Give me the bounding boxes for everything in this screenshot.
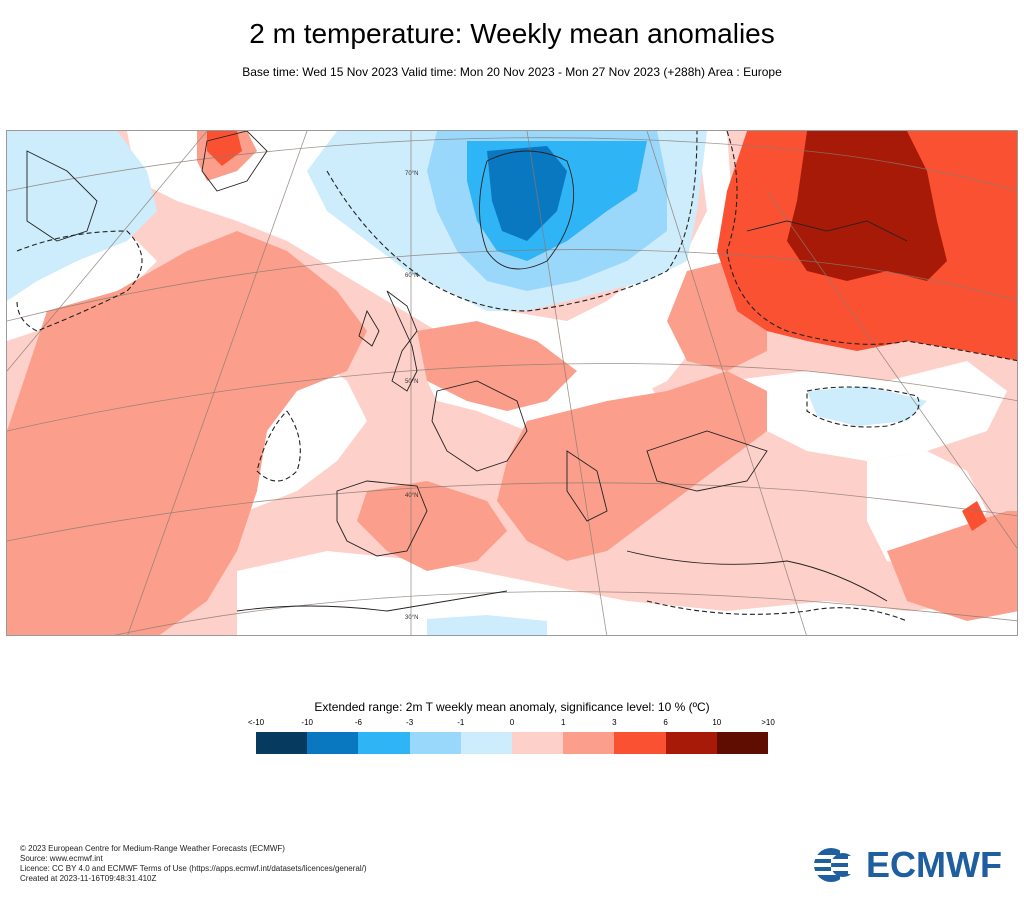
legend-tick-label: 6	[663, 718, 668, 727]
legend-tick-label: 1	[560, 718, 566, 727]
chart-title: 2 m temperature: Weekly mean anomalies	[249, 18, 775, 49]
footer-credits: © 2023 European Centre for Medium-Range …	[20, 844, 367, 884]
map-svg: 70°N 60°N 50°N 40°N 30°N	[7, 131, 1017, 635]
positive-anomaly-region-balkans-turkey	[497, 371, 767, 561]
significance-contours	[16, 131, 1017, 622]
legend-tick-labels: <-10 -10 -6 -3 -1 0 1 3 6 10 >10	[248, 718, 775, 730]
latitude-label-50n: 50°N	[405, 379, 418, 385]
anomaly-map: 70°N 60°N 50°N 40°N 30°N	[6, 130, 1018, 636]
legend-tick-label: -3	[406, 718, 414, 727]
negative-anomaly-region-morocco	[427, 615, 547, 635]
graticule	[7, 131, 1017, 635]
legend-tick-label: 3	[612, 718, 617, 727]
strong-positive-anomaly-region-iran	[962, 501, 987, 531]
legend-tick-label: -6	[354, 718, 362, 727]
legend-tick-label: 0	[509, 718, 515, 727]
legend-swatch	[460, 732, 513, 754]
copyright-text: © 2023 European Centre for Medium-Range …	[20, 844, 285, 853]
legend-swatch	[716, 732, 769, 754]
legend-swatch	[614, 732, 666, 754]
ecmwf-logo-icon	[814, 846, 860, 884]
positive-anomaly-region-iberia	[357, 481, 507, 571]
legend-tick-label: 10	[712, 718, 722, 727]
legend-color-bar	[256, 732, 769, 754]
legend-tick-label: >10	[761, 718, 775, 727]
negative-anomaly-region-east-med	[807, 386, 927, 426]
positive-anomaly-region-east	[887, 511, 1017, 621]
ecmwf-logo-text: ECMWF	[866, 844, 1002, 885]
licence-text: Licence: CC BY 4.0 and ECMWF Terms of Us…	[20, 864, 367, 873]
positive-anomaly-region-atlantic	[7, 231, 367, 635]
negative-anomaly-region-labrador	[7, 131, 157, 301]
legend-swatch	[512, 732, 564, 754]
legend-swatch	[409, 732, 461, 754]
legend-swatch	[563, 732, 615, 754]
negative-anomaly-region-scandinavia-deep	[487, 146, 567, 241]
latitude-label-30n: 30°N	[405, 615, 418, 621]
source-text: Source: www.ecmwf.int	[20, 854, 103, 863]
legend-swatch	[358, 732, 410, 754]
latitude-label-70n: 70°N	[405, 171, 418, 177]
legend-tick-label: -1	[457, 718, 465, 727]
legend-swatch	[665, 732, 717, 754]
legend-swatch	[307, 732, 359, 754]
ecmwf-logo: ECMWF	[812, 846, 1002, 884]
legend-tick-label: <-10	[247, 718, 265, 727]
zero-anomaly-region-north-africa	[237, 551, 1017, 635]
latitude-label-60n: 60°N	[405, 273, 418, 279]
chart-subtitle: Base time: Wed 15 Nov 2023 Valid time: M…	[242, 65, 782, 79]
legend-swatch	[256, 732, 308, 754]
latitude-label-40n: 40°N	[405, 493, 418, 499]
legend-tick-label: -10	[301, 718, 313, 727]
very-strong-positive-anomaly-core	[787, 131, 947, 281]
coastlines	[26, 131, 908, 612]
legend-title: Extended range: 2m T weekly mean anomaly…	[314, 700, 710, 714]
created-text: Created at 2023-11-16T09:48:31.410Z	[20, 874, 157, 883]
